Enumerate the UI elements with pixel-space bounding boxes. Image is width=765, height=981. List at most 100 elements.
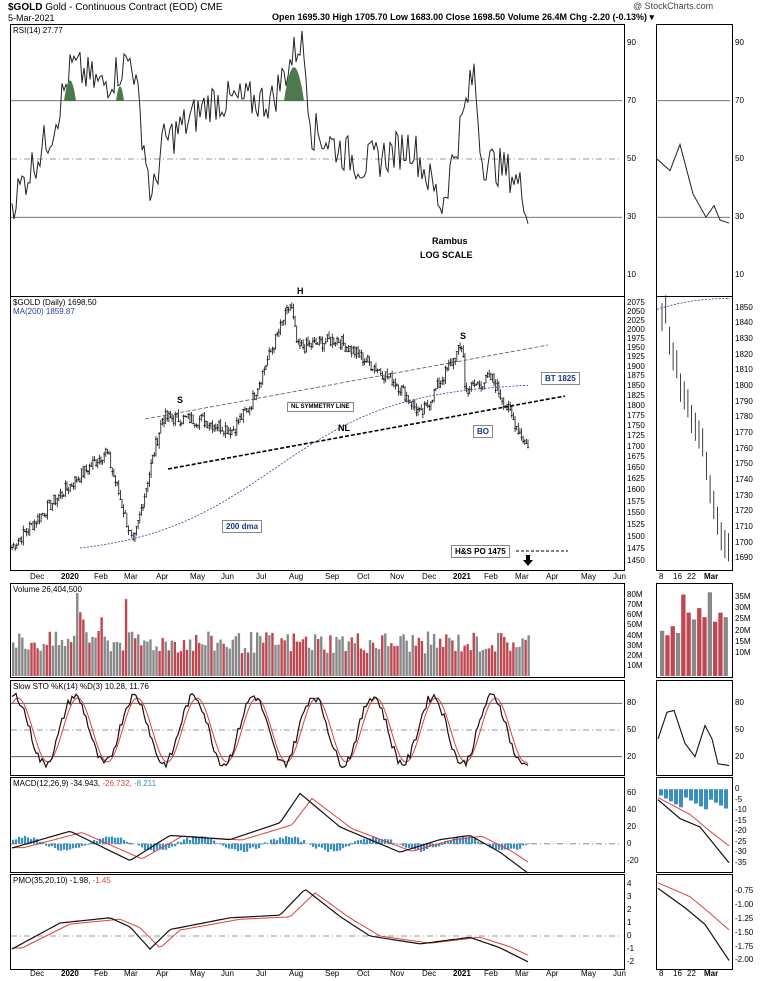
macd-hist-bar <box>378 838 381 844</box>
volume-axis-tick: 80M <box>627 590 643 600</box>
volume-bar <box>130 631 134 676</box>
x-axis-label-top: Dec <box>422 572 437 581</box>
volume-bar <box>432 633 436 676</box>
price-axis-tick: 2000 <box>627 324 645 334</box>
volume-bar <box>289 651 292 676</box>
zoom-price-axis-tick: 1810 <box>735 365 753 375</box>
volume-bar <box>274 644 277 676</box>
volume-bar <box>252 652 256 676</box>
macd-hist-bar <box>441 843 444 845</box>
volume-bar <box>307 647 311 676</box>
macd-hist-bar <box>66 843 69 851</box>
volume-bar <box>503 636 506 676</box>
macd-hist-bar <box>111 836 114 844</box>
volume-bar <box>259 636 262 676</box>
macd-line <box>11 792 529 874</box>
sto-zoom-axis-tick: 50 <box>735 725 744 734</box>
macd-hist-bar <box>108 837 111 844</box>
zoom-x-axis-label-bottom: 8 <box>659 969 664 978</box>
x-axis-label-top: Feb <box>94 572 108 581</box>
volume-bar <box>152 650 155 676</box>
macd-hist-bar <box>60 843 63 851</box>
macd-hist-bar <box>336 843 339 852</box>
macd-hist-bar <box>237 843 240 852</box>
zoom-macd-axis-tick: -10 <box>735 805 747 815</box>
volume-bar <box>51 645 55 676</box>
x-axis-label-bottom: Jul <box>256 969 267 978</box>
macd-hist-bar <box>180 842 183 844</box>
volume-bar <box>326 652 329 676</box>
x-axis-label-bottom: Jun <box>221 969 234 978</box>
volume-bar <box>429 644 433 676</box>
macd-hist-bar <box>186 837 189 844</box>
ma-legend: MA(200) 1859.87 <box>13 307 75 316</box>
zoom-volume-bar <box>702 617 707 676</box>
zoom-x-axis-label-top: 22 <box>687 572 696 581</box>
zoom-volume-bar <box>675 633 681 676</box>
macd-hist-bar <box>48 843 51 847</box>
macd-hist-bar <box>156 843 159 850</box>
zoom-price-axis-tick: 1770 <box>735 428 753 437</box>
macd-hist-bar <box>18 836 21 844</box>
macd-hist-bar <box>354 841 357 844</box>
zoom-volume-bar <box>670 626 675 676</box>
volume-bar <box>164 641 167 676</box>
volume-bar <box>265 632 268 676</box>
zoom-macd-axis-tick: -25 <box>735 836 747 846</box>
macd-hist-bar <box>93 839 96 844</box>
volume-bar <box>414 645 417 676</box>
macd-hist-bar <box>447 840 450 844</box>
macd-hist-bar <box>81 843 84 847</box>
volume-bar <box>140 645 143 676</box>
volume-bar <box>60 640 64 676</box>
volume-bar <box>277 644 280 676</box>
macd-hist-bar <box>507 843 510 850</box>
annotation-head: H <box>297 286 304 296</box>
macd-hist-bar <box>498 843 501 850</box>
macd-hist-bar <box>210 838 213 844</box>
volume-bar <box>411 635 414 676</box>
volume-bar <box>48 631 51 676</box>
volume-bar <box>88 642 91 676</box>
volume-bar <box>466 644 469 676</box>
macd-hist-bar <box>147 843 150 850</box>
price-axis-tick: 1600 <box>627 485 645 495</box>
macd-hist-bar <box>90 842 93 844</box>
macd-hist-bar <box>144 843 147 851</box>
sto-zoom-axis-tick: 80 <box>735 698 744 708</box>
volume-bar <box>399 636 402 676</box>
volume-bar <box>390 643 393 676</box>
macd-hist-bar <box>177 841 180 844</box>
macd-hist-bar <box>351 843 354 844</box>
zoom-price-axis-tick: 1760 <box>735 443 753 453</box>
zoom-volume-bar <box>718 612 723 676</box>
volume-bar <box>448 637 451 676</box>
macd-hist-bar <box>171 843 174 847</box>
x-axis-label-top: Feb <box>484 572 498 581</box>
x-axis-label-bottom: May <box>581 969 597 978</box>
x-axis-label-top: Mar <box>124 572 138 581</box>
macd-hist-bar <box>462 836 465 844</box>
annotation-log-scale: LOG SCALE <box>420 250 473 260</box>
zoom-pmo-axis-tick: -1.00 <box>735 899 754 909</box>
macd-hist-bar <box>102 838 105 844</box>
macd-hist-bar <box>138 843 141 846</box>
zoom-pmo-axis-tick: -1.75 <box>735 941 754 951</box>
price-axis-tick: 1475 <box>627 543 645 553</box>
volume-bar <box>12 642 15 676</box>
macd-hist-bar <box>78 843 81 848</box>
macd-hist-bar <box>216 843 219 844</box>
volume-bar <box>219 639 222 676</box>
volume-bar <box>301 639 305 676</box>
macd-hist-bar <box>240 843 243 851</box>
zoom-volume-axis-tick: 15M <box>735 637 751 647</box>
volume-bar <box>493 651 497 676</box>
pmo-axis-tick: 4 <box>627 878 632 888</box>
zoom-volume-bar <box>691 619 697 676</box>
macd-hist-bar <box>501 843 504 851</box>
macd-hist-bar <box>159 843 162 850</box>
zoom-pmo-axis-tick: -0.75 <box>735 886 754 896</box>
volume-bar <box>524 639 527 676</box>
macd-hist-bar <box>402 843 405 847</box>
price-axis-tick: 1825 <box>627 390 645 400</box>
